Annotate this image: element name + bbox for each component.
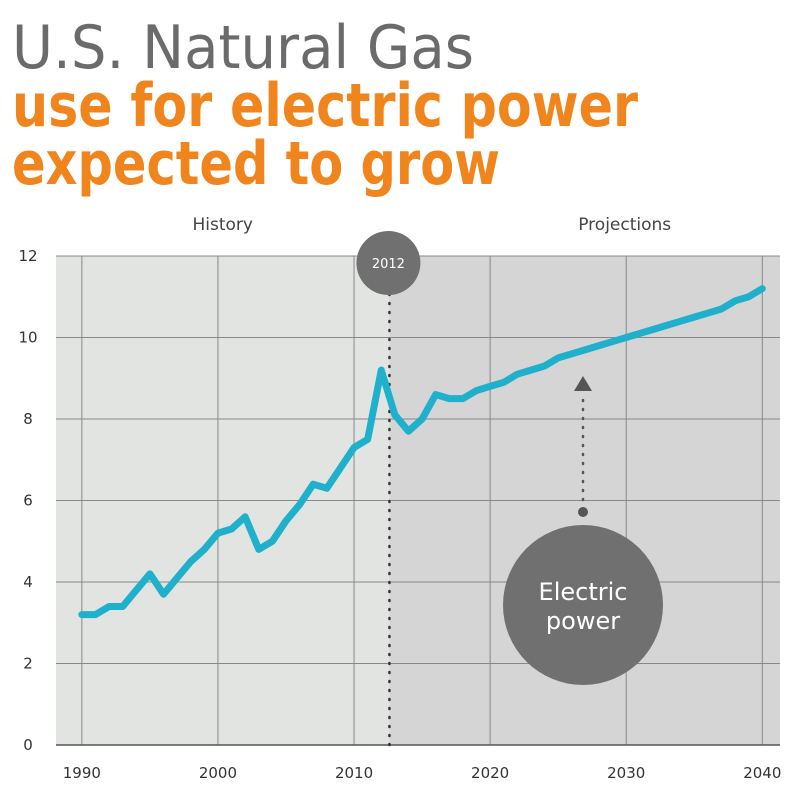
chart-subtitle: use for electric power	[12, 71, 638, 141]
arrow-head	[574, 376, 592, 391]
x-tick-label: 2020	[471, 764, 509, 782]
x-tick-label: 1990	[63, 764, 101, 782]
y-tick-label: 12	[18, 247, 37, 265]
y-tick-label: 10	[18, 329, 37, 347]
y-tick-label: 4	[23, 573, 33, 591]
y-tick-label: 6	[23, 492, 33, 510]
y-tick-label: 0	[23, 736, 33, 754]
region-label: History	[192, 215, 252, 235]
annotation-label: power	[546, 607, 620, 635]
arrow-dot	[578, 507, 588, 517]
annotation-label: Electric	[539, 578, 628, 606]
chart-subtitle: expected to grow	[12, 129, 500, 199]
data-line	[78, 285, 766, 619]
region-label: Projections	[578, 215, 671, 235]
annotation-badge	[503, 525, 663, 685]
y-tick-label: 8	[23, 410, 33, 428]
chart-title: U.S. Natural Gas	[12, 13, 474, 83]
y-tick-label: 2	[23, 655, 33, 673]
x-tick-label: 2040	[743, 764, 781, 782]
x-tick-label: 2000	[199, 764, 237, 782]
x-tick-label: 2010	[335, 764, 373, 782]
x-tick-label: 2030	[607, 764, 645, 782]
divider-label: 2012	[372, 257, 405, 272]
divider-badge	[356, 231, 421, 295]
